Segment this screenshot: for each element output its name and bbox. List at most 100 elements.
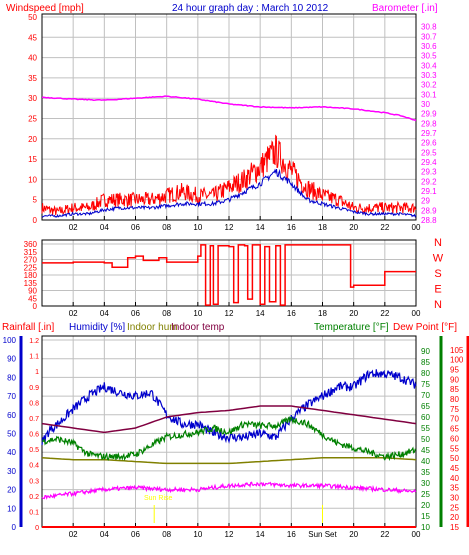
wind-x-tick-label: 18 [318, 223, 327, 232]
direction-tick-label: 180 [24, 271, 38, 280]
barometer-tick-label: 29.1 [421, 187, 437, 196]
temperature-tick-label: 55 [421, 424, 430, 433]
barometer-tick-label: 28.9 [421, 206, 437, 215]
direction-x-tick-label: 02 [69, 309, 78, 318]
dewpoint-tick-label: 35 [450, 484, 459, 493]
dewpoint-tick-label: 100 [450, 356, 464, 365]
windspeed-line [41, 134, 417, 216]
windspeed-tick-label: 45 [28, 33, 37, 42]
windspeed-tick-label: 5 [33, 196, 38, 205]
barometer-tick-label: 29.6 [421, 139, 437, 148]
temperature-x-tick-label: 04 [100, 530, 109, 539]
series-line [41, 457, 417, 465]
legend-entry: Indoor temp [171, 322, 225, 333]
rainfall-tick-label: 1.1 [29, 354, 39, 361]
dewpoint-tick-label: 65 [450, 425, 459, 434]
direction-tick-label: 135 [24, 279, 38, 288]
humidity-tick-label: 0 [12, 523, 17, 532]
temperature-x-tick-label: 06 [131, 530, 140, 539]
temperature-tick-label: 35 [421, 468, 430, 477]
rainfall-tick-label: 0.4 [29, 463, 39, 470]
humidity-tick-label: 90 [7, 355, 16, 364]
barometer-tick-label: 30.1 [421, 90, 437, 99]
barometer-tick-label: 30.5 [421, 52, 437, 61]
dewpoint-tick-label: 70 [450, 415, 459, 424]
direction-x-tick-label: 14 [256, 309, 265, 318]
barometer-tick-label: 29 [421, 197, 430, 206]
direction-x-tick-label: 06 [131, 309, 140, 318]
compass-label: W [433, 253, 444, 265]
windspeed-tick-label: 15 [28, 155, 37, 164]
barometer-tick-label: 29.7 [421, 129, 437, 138]
temperature-tick-label: 85 [421, 358, 430, 367]
temperature-tick-label: 25 [421, 490, 430, 499]
temperature-tick-label: 75 [421, 380, 430, 389]
barometer-tick-label: 28.8 [421, 216, 437, 225]
dewpoint-tick-label: 15 [450, 523, 459, 532]
wind-x-tick-label: 06 [131, 223, 140, 232]
legend-entry: Temperature [°F] [314, 322, 389, 333]
wind-x-tick-label: 20 [349, 223, 358, 232]
humidity-tick-label: 60 [7, 411, 16, 420]
dewpoint-tick-label: 25 [450, 503, 459, 512]
direction-tick-label: 270 [24, 256, 38, 265]
humidity-tick-label: 50 [7, 430, 16, 439]
rainfall-tick-label: 0.9 [29, 385, 39, 392]
temperature-x-tick-label: 14 [256, 530, 265, 539]
wind-x-tick-label: 16 [287, 223, 296, 232]
direction-tick-label: 0 [33, 302, 38, 311]
temperature-tick-label: 30 [421, 479, 430, 488]
barometer-tick-label: 30 [421, 100, 430, 109]
windspeed-tick-label: 0 [33, 216, 38, 225]
compass-label: S [434, 268, 441, 280]
dewpoint-tick-label: 80 [450, 395, 459, 404]
temperature-tick-label: 90 [421, 347, 430, 356]
rainfall-tick-label: 0.3 [29, 478, 39, 485]
barometer-line [41, 95, 417, 122]
windspeed-tick-label: 20 [28, 135, 37, 144]
temperature-x-tick-label: 00 [412, 530, 421, 539]
temperature-tick-label: 15 [421, 512, 430, 521]
wind-average-line [41, 168, 417, 218]
dewpoint-tick-label: 85 [450, 385, 459, 394]
barometer-tick-label: 29.2 [421, 177, 437, 186]
humidity-tick-label: 10 [7, 504, 16, 513]
dewpoint-tick-label: 55 [450, 444, 459, 453]
temperature-x-tick-label: 20 [349, 530, 358, 539]
direction-x-tick-label: 10 [193, 309, 202, 318]
direction-x-tick-label: 18 [318, 309, 327, 318]
series-line [41, 481, 417, 500]
wind-x-tick-label: 04 [100, 223, 109, 232]
barometer-tick-label: 30.3 [421, 71, 437, 80]
temperature-x-tick-label: Sun Set [308, 530, 337, 539]
temperature-tick-label: 20 [421, 501, 430, 510]
rainfall-tick-label: 0.5 [29, 447, 39, 454]
wind-x-tick-label: 10 [193, 223, 202, 232]
humidity-tick-label: 70 [7, 392, 16, 401]
legend-entry: Humidity [%] [69, 322, 125, 333]
dewpoint-tick-label: 40 [450, 474, 459, 483]
rainfall-tick-label: 0 [35, 525, 39, 532]
temperature-tick-label: 40 [421, 457, 430, 466]
temperature-tick-label: 80 [421, 369, 430, 378]
temperature-tick-label: 60 [421, 413, 430, 422]
sun-rise-label: Sun Rise [144, 495, 173, 502]
barometer-tick-label: 29.5 [421, 148, 437, 157]
direction-x-tick-label: 00 [412, 309, 421, 318]
dewpoint-tick-label: 105 [450, 346, 464, 355]
direction-x-tick-label: 12 [225, 309, 234, 318]
direction-x-tick-label: 16 [287, 309, 296, 318]
humidity-tick-label: 80 [7, 373, 16, 382]
windspeed-tick-label: 40 [28, 54, 37, 63]
rainfall-tick-label: 0.2 [29, 494, 39, 501]
chart-title: 24 hour graph day : March 10 2012 [172, 3, 329, 14]
wind-x-tick-label: 00 [412, 223, 421, 232]
direction-tick-label: 45 [28, 294, 37, 303]
temperature-x-tick-label: 22 [380, 530, 389, 539]
temperature-tick-label: 50 [421, 435, 430, 444]
rainfall-tick-label: 0.7 [29, 416, 39, 423]
barometer-tick-label: 30.6 [421, 42, 437, 51]
dewpoint-tick-label: 95 [450, 366, 459, 375]
wind-direction-line [42, 244, 416, 306]
windspeed-tick-label: 10 [28, 175, 37, 184]
